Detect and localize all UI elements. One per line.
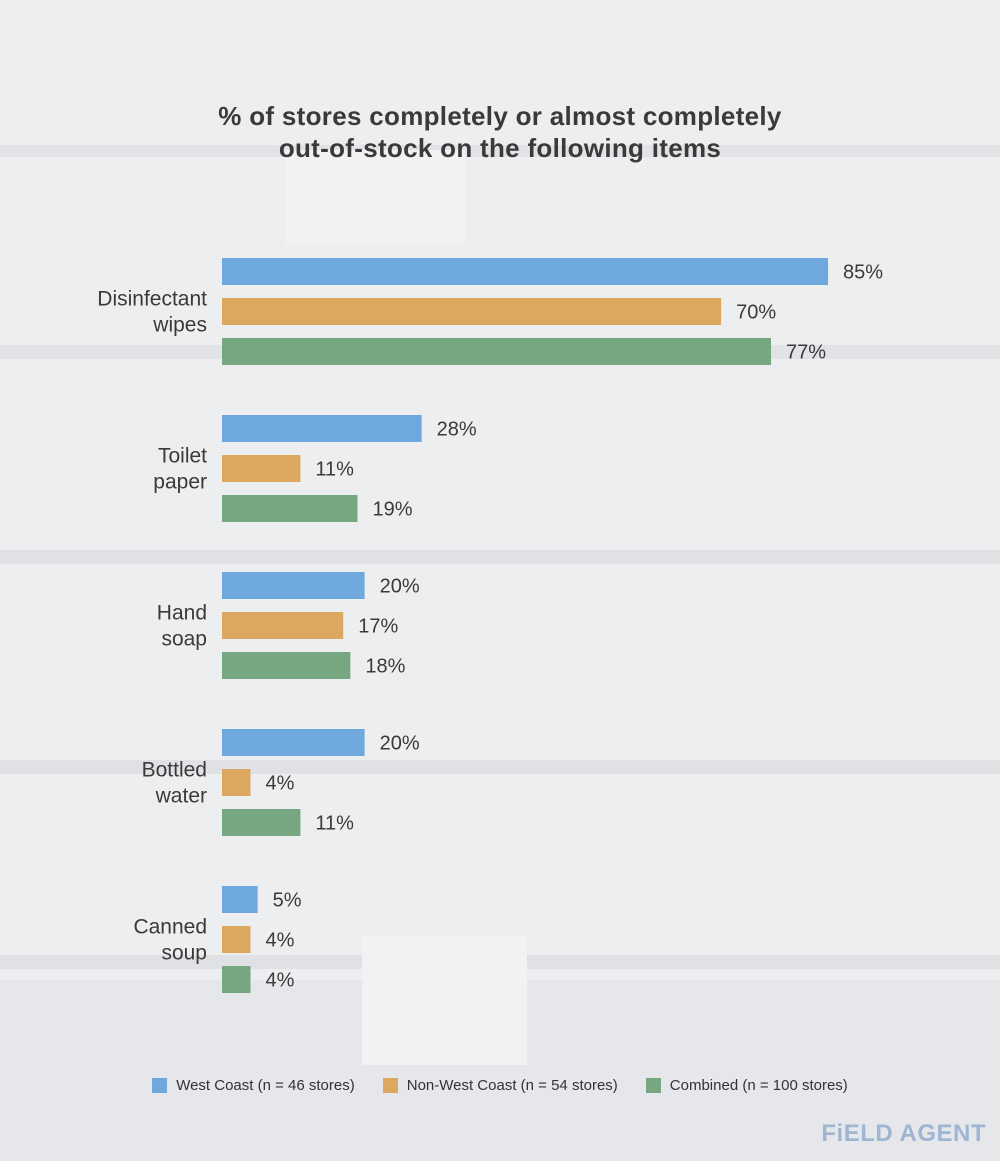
category-label-disinfectant-wipes-line-2: wipes xyxy=(152,314,207,337)
bar-hand-soap-non-west-coast xyxy=(222,612,344,639)
category-label-toilet-paper-line-2: paper xyxy=(153,471,207,494)
category-label-disinfectant-wipes-line-1: Disinfectant xyxy=(97,288,207,311)
chart-title-line-1: % of stores completely or almost complet… xyxy=(218,101,782,131)
legend-swatch-non-west-coast xyxy=(382,1078,398,1093)
category-label-canned-soup-line-1: Canned xyxy=(133,916,207,939)
category-label-bottled-water-line-2: water xyxy=(155,785,207,808)
legend-item-non-west-coast: Non-West Coast (n = 54 stores) xyxy=(382,1077,618,1094)
data-label-disinfectant-wipes-combined: 77% xyxy=(786,342,826,364)
bar-disinfectant-wipes-west-coast xyxy=(222,258,829,285)
legend-swatch-west-coast xyxy=(152,1078,168,1093)
bar-hand-soap-west-coast xyxy=(222,572,365,599)
bar-disinfectant-wipes-combined xyxy=(222,338,772,365)
legend-item-west-coast: West Coast (n = 46 stores) xyxy=(152,1077,355,1094)
bar-canned-soup-non-west-coast xyxy=(222,926,251,953)
data-label-disinfectant-wipes-non-west-coast: 70% xyxy=(736,302,776,324)
data-label-canned-soup-combined: 4% xyxy=(266,970,295,992)
category-label-hand-soap-line-2: soap xyxy=(161,628,207,651)
legend-label-combined: Combined (n = 100 stores) xyxy=(669,1077,848,1094)
bar-bottled-water-non-west-coast xyxy=(222,769,251,796)
category-label-bottled-water-line-1: Bottled xyxy=(142,759,207,782)
bar-toilet-paper-combined xyxy=(222,495,358,522)
legend: West Coast (n = 46 stores) Non-West Coas… xyxy=(0,1077,1000,1094)
bar-hand-soap-combined xyxy=(222,652,351,679)
data-label-toilet-paper-combined: 19% xyxy=(372,499,412,521)
data-label-hand-soap-combined: 18% xyxy=(365,656,405,678)
category-label-canned-soup-line-2: soup xyxy=(161,942,207,965)
data-label-bottled-water-non-west-coast: 4% xyxy=(266,773,295,795)
bar-toilet-paper-non-west-coast xyxy=(222,455,301,482)
bar-disinfectant-wipes-non-west-coast xyxy=(222,298,722,325)
legend-label-west-coast: West Coast (n = 46 stores) xyxy=(176,1077,355,1094)
chart-title-line-2: out-of-stock on the following items xyxy=(278,133,722,163)
legend-item-combined: Combined (n = 100 stores) xyxy=(645,1077,848,1094)
data-label-bottled-water-combined: 11% xyxy=(315,813,354,835)
data-label-toilet-paper-non-west-coast: 11% xyxy=(315,459,354,481)
bar-canned-soup-combined xyxy=(222,966,251,993)
bar-bottled-water-west-coast xyxy=(222,729,365,756)
bar-bottled-water-combined xyxy=(222,809,301,836)
legend-label-non-west-coast: Non-West Coast (n = 54 stores) xyxy=(406,1077,618,1094)
data-label-disinfectant-wipes-west-coast: 85% xyxy=(843,262,883,284)
category-label-toilet-paper-line-1: Toilet xyxy=(158,445,207,468)
data-label-hand-soap-non-west-coast: 17% xyxy=(358,616,398,638)
data-label-bottled-water-west-coast: 20% xyxy=(380,733,420,755)
data-label-canned-soup-west-coast: 5% xyxy=(273,890,302,912)
field-agent-logo: FiELD AGENT xyxy=(821,1120,986,1147)
chart-title: % of stores completely or almost complet… xyxy=(0,100,1000,164)
bar-canned-soup-west-coast xyxy=(222,886,258,913)
bar-toilet-paper-west-coast xyxy=(222,415,422,442)
category-label-hand-soap-line-1: Hand xyxy=(157,602,207,625)
data-label-toilet-paper-west-coast: 28% xyxy=(437,419,477,441)
data-label-canned-soup-non-west-coast: 4% xyxy=(266,930,295,952)
data-label-hand-soap-west-coast: 20% xyxy=(380,576,420,598)
legend-swatch-combined xyxy=(645,1078,661,1093)
